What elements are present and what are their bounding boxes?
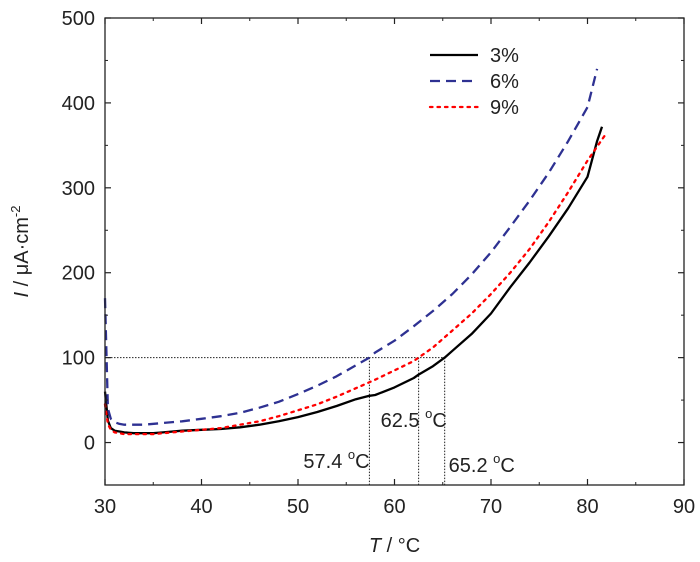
series-layer [103, 68, 608, 436]
x-tick-label: 60 [383, 496, 405, 518]
x-tick-label: 40 [190, 496, 212, 518]
x-tick-label: 90 [673, 496, 695, 518]
annotation-label: 62.5 oC [381, 406, 447, 432]
annotation-label: 65.2 oC [449, 451, 515, 477]
ticks-layer: 30 40 50 60 70 80 90 0 100 200 300 400 500 [62, 8, 696, 518]
legend-label: 6% [490, 71, 519, 93]
annotation-label: 57.4 oC [303, 447, 369, 473]
y-tick-label: 100 [62, 348, 95, 370]
legend-label: 9% [490, 97, 519, 119]
x-axis-title: T / °C [369, 535, 420, 557]
x-tick-label: 70 [480, 496, 502, 518]
reference-lines [105, 357, 446, 485]
series-line-9pct [103, 131, 608, 436]
legend-label: 3% [490, 45, 519, 67]
y-tick-label: 200 [62, 263, 95, 285]
x-tick-label: 50 [287, 496, 309, 518]
series-line-3pct [103, 126, 604, 435]
y-tick-label: 300 [62, 178, 95, 200]
legend: 3% 6% 9% [428, 45, 519, 119]
y-tick-label: 0 [84, 433, 95, 455]
y-tick-label: 400 [62, 93, 95, 115]
x-tick-label: 30 [94, 496, 116, 518]
y-axis-title: I / μA·cm-2 [8, 206, 33, 298]
y-tick-label: 500 [62, 8, 95, 30]
x-tick-label: 80 [576, 496, 598, 518]
series-line-6pct [103, 68, 599, 426]
